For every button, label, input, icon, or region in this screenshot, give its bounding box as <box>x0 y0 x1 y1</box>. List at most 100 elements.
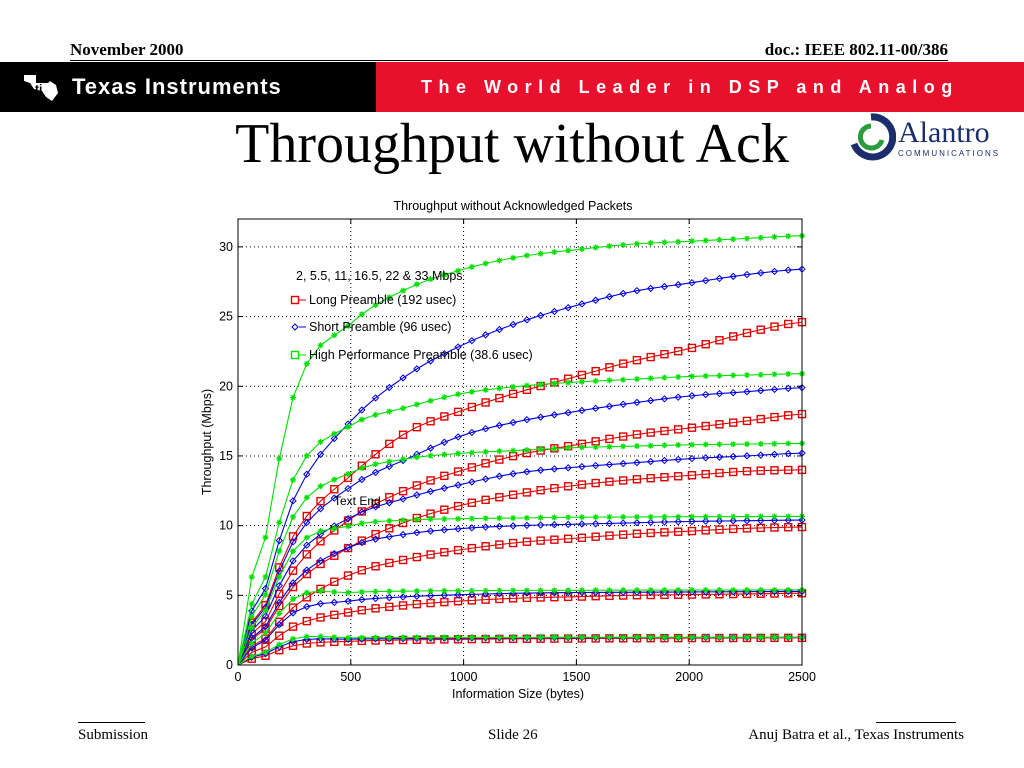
diamond-marker <box>536 413 545 421</box>
diamond-marker <box>757 269 765 277</box>
diamond-marker <box>303 635 311 644</box>
square-marker <box>495 393 504 403</box>
diamond-marker <box>674 280 682 289</box>
square-marker <box>646 474 655 483</box>
square-marker <box>440 548 449 557</box>
series-short-11 <box>237 516 806 666</box>
square-marker <box>646 590 655 600</box>
square-marker <box>371 562 380 571</box>
star-marker <box>743 513 750 520</box>
star-marker <box>592 634 599 641</box>
text-end-annotation: Text End <box>334 494 381 508</box>
series-line <box>237 268 803 666</box>
star-marker <box>510 587 517 594</box>
star-marker <box>785 370 792 377</box>
square-marker <box>660 426 669 436</box>
square-marker <box>756 523 765 533</box>
legend-entry: Long Preamble (192 usec) <box>290 293 456 307</box>
diamond-marker <box>344 543 352 552</box>
star-marker <box>345 470 352 477</box>
star-marker <box>688 441 695 448</box>
star-marker <box>468 587 475 594</box>
ti-logo-block: ti Texas Instruments <box>0 62 376 112</box>
square-marker <box>385 602 394 612</box>
star-marker <box>345 523 352 530</box>
square-marker <box>247 641 256 651</box>
diamond-marker <box>303 566 311 574</box>
star-marker <box>331 525 338 532</box>
diamond-marker <box>523 521 531 530</box>
square-marker <box>357 461 367 470</box>
diamond-marker <box>743 270 751 279</box>
square-marker <box>508 490 518 499</box>
diamond-marker <box>413 634 421 643</box>
series-high-22 <box>237 370 805 666</box>
series-line <box>237 413 803 666</box>
star-marker <box>716 372 723 379</box>
star-marker <box>771 440 778 447</box>
star-marker <box>413 634 420 641</box>
star-marker <box>510 634 517 641</box>
star-marker <box>578 378 585 385</box>
star-marker <box>455 634 462 641</box>
series-line <box>237 592 803 666</box>
star-marker <box>317 342 324 349</box>
star-marker <box>248 624 255 631</box>
diamond-marker <box>468 478 476 486</box>
star-marker <box>276 455 283 462</box>
square-marker <box>701 469 710 479</box>
square-marker <box>467 463 477 472</box>
diamond-marker <box>454 481 462 489</box>
series-short-16.5 <box>237 449 806 666</box>
y-tick-label: 0 <box>226 658 233 672</box>
diamond-marker <box>688 588 696 596</box>
square-marker <box>701 340 710 349</box>
star-marker <box>606 514 613 521</box>
diamond-marker <box>468 336 476 345</box>
diamond-marker <box>550 465 559 473</box>
star-marker <box>702 634 709 641</box>
square-marker <box>756 414 765 424</box>
square-marker <box>577 439 587 449</box>
square-marker <box>687 423 697 432</box>
star-marker <box>386 634 393 641</box>
diamond-marker <box>757 587 765 596</box>
star-marker <box>771 513 778 520</box>
star-marker <box>441 587 448 594</box>
square-marker <box>453 467 463 476</box>
square-marker <box>784 465 793 475</box>
series-high-33 <box>237 232 805 666</box>
star-marker <box>688 634 695 641</box>
square-marker <box>467 543 477 553</box>
square-marker <box>412 552 422 562</box>
star-marker <box>441 515 448 522</box>
star-marker <box>578 444 585 451</box>
diamond-marker <box>330 635 339 643</box>
star-marker <box>317 633 324 640</box>
square-marker <box>290 295 300 305</box>
square-marker <box>302 550 311 559</box>
square-marker <box>330 526 339 535</box>
star-marker <box>290 394 297 401</box>
star-marker <box>262 629 269 636</box>
star-marker <box>358 520 365 527</box>
star-marker <box>496 385 503 392</box>
diamond-marker <box>495 421 504 430</box>
diamond-marker <box>289 557 297 565</box>
star-marker <box>716 513 723 520</box>
square-marker <box>563 374 573 383</box>
diamond-marker <box>413 528 421 537</box>
star-marker <box>262 607 269 614</box>
square-marker <box>261 634 270 643</box>
diamond-marker <box>454 591 462 599</box>
star-marker <box>592 514 599 521</box>
square-marker <box>247 629 256 639</box>
star-marker <box>482 386 489 393</box>
square-marker <box>495 540 504 549</box>
diamond-marker <box>564 588 572 597</box>
diamond-marker <box>701 517 710 525</box>
header-rule <box>70 60 948 61</box>
diamond-marker <box>330 598 339 607</box>
star-marker <box>427 634 434 641</box>
star-marker <box>730 513 737 520</box>
